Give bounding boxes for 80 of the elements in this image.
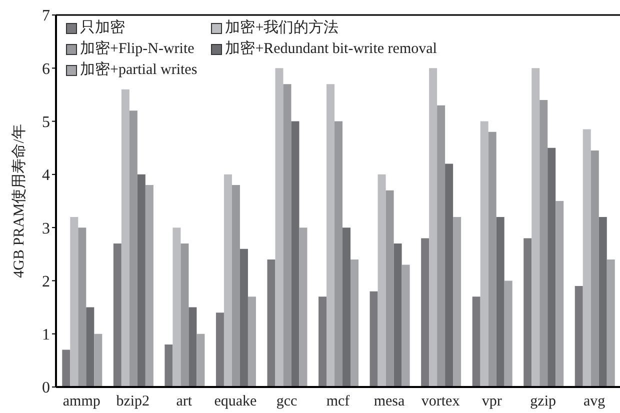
bar — [421, 238, 430, 387]
bar — [386, 190, 394, 387]
bar — [70, 216, 78, 387]
bar — [488, 132, 496, 387]
y-tick-label: 2 — [42, 273, 50, 290]
bar — [402, 264, 410, 387]
bar — [598, 216, 607, 387]
bar — [556, 201, 564, 387]
bar — [94, 334, 102, 387]
bar — [524, 238, 532, 387]
bar — [453, 216, 462, 387]
y-tick-label: 3 — [42, 220, 50, 238]
y-tick-label: 7 — [42, 8, 50, 25]
x-tick-label: equake — [214, 394, 258, 410]
bar — [480, 121, 488, 387]
y-tick-label: 6 — [42, 60, 50, 78]
legend-label: 加密+我们的方法 — [225, 18, 339, 38]
bar — [267, 259, 276, 387]
legend-label: 只加密 — [80, 18, 125, 38]
y-tick-label: 1 — [42, 326, 50, 344]
x-tick-label: mesa — [374, 394, 406, 410]
bar — [445, 164, 454, 387]
legend-label: 加密+partial writes — [80, 60, 198, 80]
bar — [342, 228, 351, 387]
bar — [78, 228, 86, 387]
x-tick-label: ammp — [62, 394, 100, 410]
bar — [291, 121, 300, 387]
x-tick-label: avg — [584, 394, 606, 410]
bar — [606, 259, 615, 387]
x-tick-label: gcc — [276, 394, 298, 410]
x-tick-label: mcf — [326, 394, 350, 410]
bar — [350, 259, 359, 387]
x-tick-label: vortex — [421, 394, 460, 410]
y-tick-label: 4 — [42, 167, 50, 184]
bar — [326, 84, 335, 387]
bar — [240, 248, 248, 387]
y-tick-label: 0 — [42, 380, 50, 397]
bar — [129, 110, 138, 387]
x-tick-label: gzip — [530, 394, 556, 410]
bar — [429, 68, 438, 387]
bar — [172, 228, 181, 387]
bar — [275, 68, 284, 387]
y-tick-label: 5 — [42, 114, 50, 131]
bar — [164, 344, 173, 387]
bar — [86, 307, 94, 387]
x-tick-label: bzip2 — [116, 394, 150, 410]
bar — [574, 286, 583, 387]
bar — [232, 185, 240, 387]
bar — [472, 296, 480, 387]
bar — [590, 150, 599, 387]
bar — [496, 216, 504, 387]
bar — [370, 291, 378, 387]
bar — [188, 307, 197, 387]
bar — [437, 105, 446, 387]
bar — [532, 68, 540, 387]
bar — [180, 244, 189, 387]
bar — [196, 334, 205, 387]
bar — [540, 100, 548, 387]
bar — [504, 280, 512, 387]
bar — [299, 228, 308, 387]
bar — [248, 296, 256, 387]
bar — [378, 174, 386, 387]
bar — [137, 174, 146, 387]
bar — [224, 174, 232, 387]
x-tick-label: vpr — [482, 394, 502, 410]
x-tick-label: art — [176, 394, 193, 410]
bar — [121, 89, 130, 387]
y-axis-title: 4GB PRAM使用寿命/年 — [10, 124, 28, 278]
bar — [318, 296, 327, 387]
bar — [216, 312, 224, 387]
bar — [145, 185, 154, 387]
legend-label: 加密+Flip-N-write — [80, 39, 194, 59]
bar — [394, 244, 402, 387]
bar — [62, 350, 70, 387]
bar — [283, 84, 292, 387]
bar — [582, 129, 591, 387]
bar — [334, 121, 343, 387]
legend-label: 加密+Redundant bit-write removal — [225, 39, 437, 59]
bar — [113, 244, 122, 387]
bar — [548, 148, 556, 387]
